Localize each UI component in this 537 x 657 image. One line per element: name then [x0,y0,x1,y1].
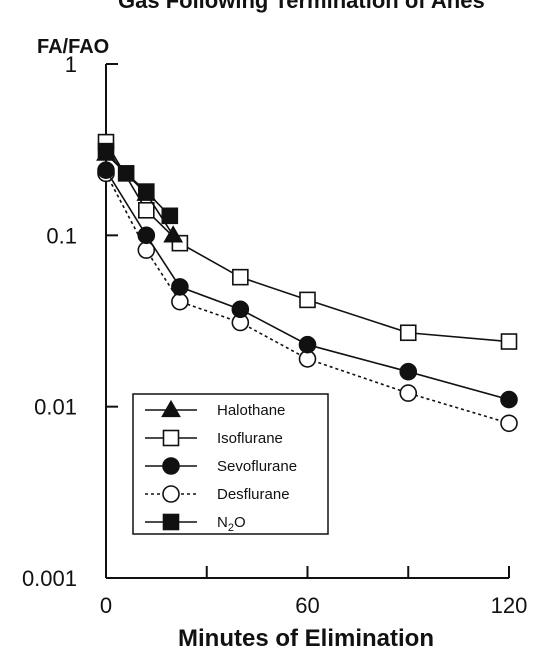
data-point-isoflurane [299,291,316,309]
data-point-isoflurane [500,333,518,350]
y-tick-label: 1 [65,52,77,77]
data-point-sevoflurane [231,300,250,319]
series-line-n2o [105,150,171,217]
y-tick-label: 0.1 [46,223,77,248]
data-point-sevoflurane [500,390,518,409]
data-point-sevoflurane [171,278,189,296]
chart-title: Gas Following Termination of Anes [118,0,485,13]
data-point-n2o [161,207,179,225]
legend-label: Desflurane [217,486,290,503]
legend-item-halothane: Halothane [145,399,285,419]
data-point-isoflurane [399,324,417,342]
data-point-n2o [117,165,135,182]
data-point-desflurane [171,292,189,311]
legend-marker [162,513,180,531]
data-point-sevoflurane [298,335,317,354]
legend-item-isoflurane: Isoflurane [145,429,283,447]
series-layer [96,133,518,433]
data-point-n2o [138,183,155,200]
data-point-sevoflurane [399,362,418,381]
y-tick-label: 0.01 [34,395,77,420]
data-point-sevoflurane [137,226,156,245]
series-sevoflurane [97,161,518,409]
legend-item-desflurane: Desflurane [145,485,290,503]
x-tick-label: 60 [295,593,319,618]
series-isoflurane [97,133,518,350]
y-axis-label: FA/FAO [37,36,109,58]
legend-label: N2O [217,514,246,534]
legend-marker [162,485,180,503]
legend-item-n2o: N2O [145,513,246,534]
data-point-halothane [163,225,184,243]
legend-label: Isoflurane [217,430,283,447]
legend-marker [161,399,181,418]
legend-marker [162,429,180,447]
series-desflurane [97,164,518,433]
y-tick-label: 0.001 [22,566,77,591]
legend: Halothane Isoflurane Sevoflurane Desflurane… [132,393,329,535]
axes: 1 0.1 0.01 0.001 0 60 120 [22,52,527,618]
data-point-desflurane [399,384,418,402]
x-axis-label: Minutes of Elimination [178,625,434,652]
legend-label: Halothane [217,402,285,419]
legend-label: Sevoflurane [217,458,297,475]
data-point-desflurane [500,414,518,433]
legend-item-sevoflurane: Sevoflurane [145,457,297,475]
x-tick-label: 120 [491,593,528,618]
data-point-isoflurane [232,268,249,286]
series-n2o [97,142,179,225]
data-point-n2o [97,142,115,160]
x-tick-label: 0 [100,593,112,618]
legend-marker [162,457,180,475]
data-point-sevoflurane [97,161,115,179]
data-point-isoflurane [138,201,155,219]
